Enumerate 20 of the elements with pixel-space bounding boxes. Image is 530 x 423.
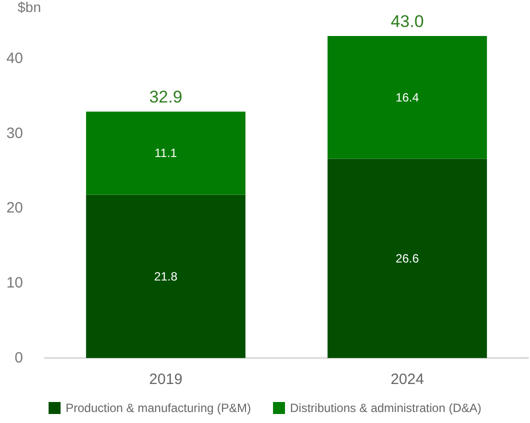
x-tick-label: 2019 — [149, 371, 182, 388]
bar — [86, 112, 246, 195]
legend-label: Distributions & administration (D&A) — [290, 401, 482, 415]
bar — [328, 158, 487, 358]
legend-label: Production & manufacturing (P&M) — [66, 401, 252, 415]
x-tick-label: 2024 — [390, 371, 424, 388]
bar — [328, 36, 487, 159]
data-label: 21.8 — [154, 269, 178, 284]
data-label: 26.6 — [396, 251, 420, 266]
data-label: 11.1 — [154, 146, 178, 160]
bar — [86, 194, 246, 358]
y-tick-label: 30 — [6, 124, 23, 142]
total-label: 43.0 — [390, 12, 424, 31]
data-label: 16.4 — [396, 90, 420, 104]
y-axis-title: $bn — [18, 0, 41, 15]
y-tick-label: 20 — [6, 200, 23, 217]
y-tick-label: 0 — [14, 350, 23, 366]
total-label: 32.9 — [149, 88, 182, 107]
y-tick-label: 40 — [6, 50, 23, 67]
y-tick-label: 10 — [6, 274, 23, 292]
